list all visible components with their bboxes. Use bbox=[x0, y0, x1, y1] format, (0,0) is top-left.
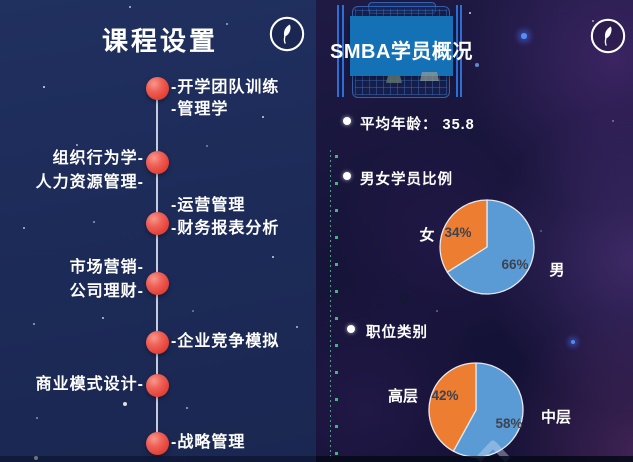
timeline-item: -开学团队训练 bbox=[171, 79, 280, 96]
leaf-badge-icon bbox=[268, 15, 306, 53]
timeline-item: 组织行为学- bbox=[52, 150, 144, 167]
title-box bbox=[350, 16, 453, 76]
hud-side-bar bbox=[460, 5, 462, 97]
timeline-dot bbox=[146, 211, 169, 235]
timeline-dot bbox=[146, 150, 169, 174]
timeline-dot bbox=[146, 76, 169, 100]
pie-label-male: 男 bbox=[549, 262, 565, 279]
starfield bbox=[316, 0, 318, 2]
page-title: SMBA学员概况 bbox=[330, 41, 473, 63]
timeline-item: -运营管理 bbox=[171, 197, 246, 214]
timeline-item: -管理学 bbox=[171, 101, 229, 118]
pie-datalabel-middle: 58% bbox=[495, 416, 523, 431]
timeline-item: 商业模式设计- bbox=[35, 376, 144, 393]
stat-gender-ratio-title: 男女学员比例 bbox=[360, 172, 453, 188]
hud-side-bar bbox=[341, 5, 344, 97]
pie-ghost-label-female: 女 bbox=[396, 291, 412, 308]
hud-side-bar bbox=[337, 5, 339, 97]
pie-label-female: 女 bbox=[419, 227, 435, 244]
slide-student-overview: SMBA学员概况 平均年龄： 35.8 男女学员比例 职位类别 女 34% 66%… bbox=[316, 0, 633, 462]
timeline-item: -财务报表分析 bbox=[171, 220, 280, 237]
pie-datalabel-senior: 42% bbox=[431, 388, 459, 403]
bullet-icon bbox=[343, 117, 351, 125]
hud-connector-tab bbox=[420, 72, 439, 81]
stat-label: 平均年龄： bbox=[360, 117, 438, 133]
pie-chart-gender bbox=[439, 199, 535, 295]
pie-datalabel-female: 34% bbox=[444, 225, 472, 240]
starfield bbox=[0, 0, 2, 2]
timeline-item: -企业竞争模拟 bbox=[171, 333, 280, 350]
pie-datalabel-male: 66% bbox=[501, 257, 529, 272]
tick-squares bbox=[335, 155, 338, 458]
timeline-dot bbox=[146, 431, 169, 455]
timeline-dot bbox=[146, 373, 169, 397]
stat-job-category-title: 职位类别 bbox=[366, 325, 428, 341]
pie-label-senior: 高层 bbox=[387, 388, 418, 405]
pie-slice-female bbox=[439, 199, 488, 273]
page-title: 课程设置 bbox=[101, 26, 218, 56]
timeline-item: 市场营销- bbox=[69, 259, 144, 276]
footer-strip bbox=[0, 456, 633, 462]
pie-slice-male bbox=[446, 199, 535, 295]
timeline-item: 公司理财- bbox=[69, 283, 144, 300]
bullet-icon bbox=[347, 325, 355, 333]
chevron-up-icon bbox=[474, 438, 512, 462]
timeline-dot bbox=[146, 271, 169, 295]
timeline-item: -战略管理 bbox=[171, 434, 246, 451]
stat-value: 35.8 bbox=[442, 117, 475, 133]
slide-course-setup: 课程设置 -开学团队训练 -管理学 组织行为学- 人力资源管理- -运营管理 -… bbox=[0, 0, 316, 462]
timeline-line bbox=[156, 88, 158, 443]
timeline-item: 人力资源管理- bbox=[35, 174, 144, 191]
bullet-icon bbox=[343, 172, 351, 180]
hud-connector-tab bbox=[386, 76, 402, 83]
timeline-dot bbox=[146, 330, 169, 354]
hud-side-bar bbox=[455, 5, 458, 97]
pie-chart-job bbox=[428, 362, 524, 458]
pie-label-middle: 中层 bbox=[540, 409, 571, 426]
dashed-tick-line bbox=[330, 150, 331, 458]
leaf-badge-icon bbox=[589, 17, 627, 55]
pie-slice-senior bbox=[428, 362, 477, 452]
stat-average-age: 平均年龄： 35.8 bbox=[360, 113, 475, 134]
